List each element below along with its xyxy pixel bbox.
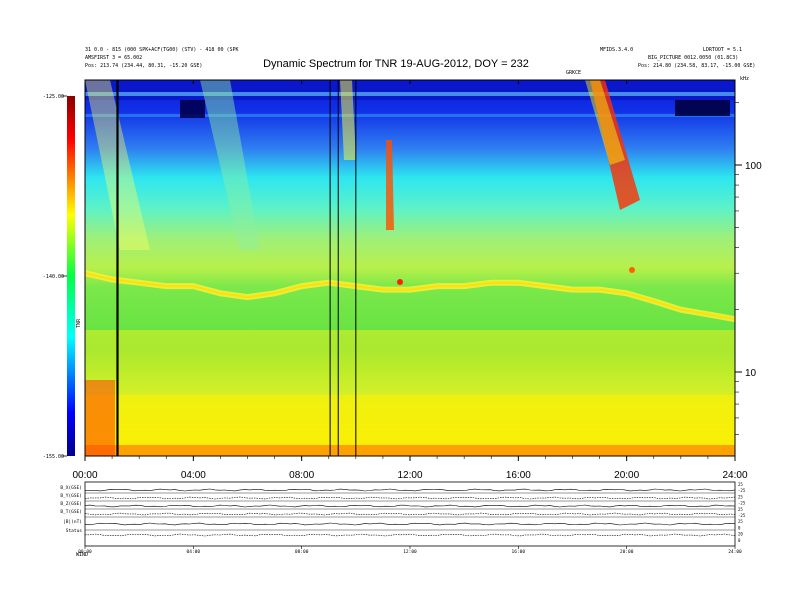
x-tick-label: 00:00: [72, 470, 97, 481]
colorbar-label: TNR: [76, 318, 82, 328]
header-mid-label: MFIDS.3.4.0: [600, 47, 634, 53]
colorbar-tick-label: -140.00: [43, 274, 64, 280]
bottom-series-line: [84, 522, 736, 526]
header-right-pos-label: Pos:: [638, 63, 651, 69]
bottom-time-labels: 00:00 04:00 08:00 12:00 16:00 20:00 24:00: [78, 546, 742, 555]
y-corner-label: kHz: [740, 76, 749, 82]
colorbar-tick-label: -155.00: [43, 454, 64, 460]
status-value: WIND: [76, 552, 88, 558]
colorbar-ticks: -125.00 -140.00 -155.00: [43, 94, 67, 460]
header-left-pos-label: Pos:: [85, 63, 98, 69]
y-axis: 100 10: [735, 102, 762, 435]
header-mid-label2: GRKCE: [566, 70, 582, 76]
chart-title: Dynamic Spectrum for TNR 19-AUG-2012, DO…: [263, 58, 529, 70]
bottom-right-tick-label: 0: [738, 525, 741, 530]
x-tick-label: 16:00: [506, 470, 531, 481]
header-left-line3: Pos: 213.74 (234.44, 80.31, -15.20 GSE): [85, 63, 202, 69]
x-tick-label: 08:00: [289, 470, 314, 481]
header-left-line1: 31 0.0 - 815 (000 SPK+ACF(TG00) (STV) - …: [85, 47, 239, 53]
x-tick-label: 20:00: [614, 470, 639, 481]
bottom-series-line: [84, 512, 736, 516]
bottom-row-label: B_Z(GSE): [60, 501, 82, 507]
vertical-markers: [116, 80, 357, 456]
plasma-frequency-line-core: [85, 272, 735, 321]
header-right-pos-value: 214.80 (234.58, 83.17, -15.00 GSE): [653, 63, 756, 69]
bottom-time-label: 12:00: [403, 549, 417, 555]
bottom-right-tick-label: 25: [738, 507, 743, 512]
bottom-time-label: 24:00: [728, 549, 742, 555]
bottom-right-tick-label: 0: [738, 538, 741, 543]
bottom-labels: B_X(GSE) B_Y(GSE) B_Z(GSE) B_T(GSE) |B|(nT) S…: [60, 485, 82, 534]
bottom-right-tick-label: -25: [738, 513, 746, 518]
bottom-panel: B_X(GSE) B_Y(GSE) B_Z(GSE) B_T(GSE) |B|(nT) S…: [60, 481, 746, 558]
x-tick-label: 24:00: [722, 470, 747, 481]
bottom-series-line: [84, 488, 736, 492]
x-axis: 00:00 04:00 08:00 12:00 16:00 20:00 24:00: [72, 80, 748, 481]
header-left-line2: AMSFIRST 3 = 65.002: [85, 55, 143, 61]
bottom-right-tick-label: 20: [738, 532, 743, 537]
y-tick-label: 10: [745, 368, 757, 379]
bottom-time-label: 00:00: [78, 549, 92, 555]
bottom-right-tick-label: 25: [738, 482, 743, 487]
header-right-line3: Pos: 214.80 (234.58, 83.17, -15.00 GSE): [638, 63, 755, 69]
bottom-row-label: B_X(GSE): [60, 485, 82, 491]
bottom-row-label: Status: [66, 528, 83, 534]
bottom-series-line: [84, 496, 736, 500]
bottom-time-label: 04:00: [187, 549, 201, 555]
colorbar: [67, 96, 75, 456]
bottom-right-tick-label: -25: [738, 501, 746, 506]
bottom-series-line: [84, 504, 736, 508]
header-right-line2: BIG_PICTURE 0012.0050 (01.8C3): [648, 55, 739, 61]
colorbar-tick-label: -125.00: [43, 94, 64, 100]
bottom-time-label: 08:00: [295, 549, 309, 555]
bottom-series-line: [85, 533, 736, 537]
x-tick-label: 12:00: [397, 470, 422, 481]
header-left-pos-value: 213.74 (234.44, 80.31, -15.20 GSE): [100, 63, 203, 69]
bottom-time-label: 16:00: [512, 549, 526, 555]
bottom-time-label: 20:00: [620, 549, 634, 555]
spectrogram-image: [85, 80, 735, 456]
bottom-series: [84, 488, 736, 537]
header-right-line1: LDRTOOT = 5.1: [702, 47, 742, 53]
x-tick-label: 04:00: [181, 470, 206, 481]
bottom-right-tick-label: 25: [738, 519, 743, 524]
bottom-row-label: B_Y(GSE): [60, 493, 82, 499]
bottom-right-tick-label: 25: [738, 494, 743, 499]
bottom-row-label: B_T(GSE): [60, 509, 82, 515]
bottom-right-tick-label: -25: [738, 488, 746, 493]
bottom-row-label: |B|(nT): [63, 519, 82, 525]
y-tick-label: 100: [745, 161, 762, 172]
